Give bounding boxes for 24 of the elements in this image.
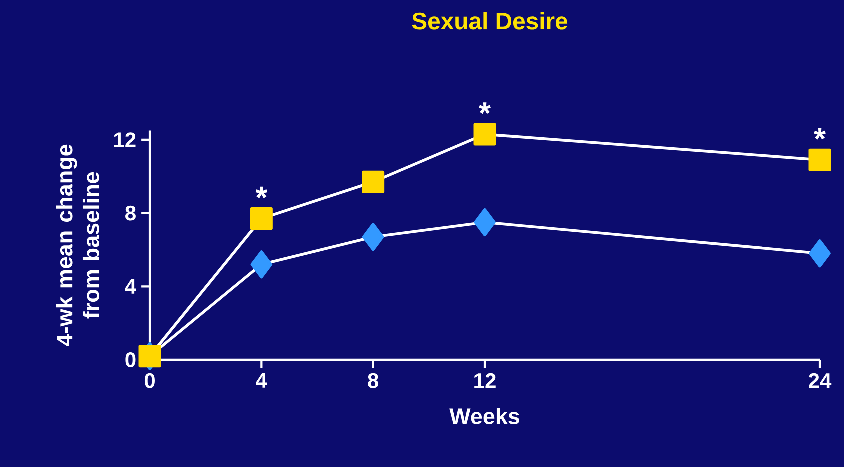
x-tick-label: 24 xyxy=(809,373,832,388)
y-tick-label: 0 xyxy=(126,352,136,368)
x-tick-label: 12 xyxy=(474,373,496,388)
point xyxy=(250,250,273,279)
y-tick-label: 4 xyxy=(125,279,136,294)
annotation: * xyxy=(814,128,826,140)
x-tick-label: 4 xyxy=(256,373,268,388)
x-tick-label: 0 xyxy=(144,373,155,388)
point xyxy=(474,123,496,146)
chart-title: Sexual Desire xyxy=(412,12,568,30)
annotation: * xyxy=(256,186,268,198)
y-tick-label: 12 xyxy=(114,132,136,148)
x-tick-label: 8 xyxy=(368,373,379,388)
annotation: * xyxy=(479,102,491,114)
y-axis-title: 4-wk mean change from baseline xyxy=(56,144,100,346)
point xyxy=(809,240,831,268)
point xyxy=(362,170,385,194)
point xyxy=(808,148,832,172)
point xyxy=(250,208,273,230)
point xyxy=(474,208,496,237)
point xyxy=(138,345,162,368)
x-axis-title: Weeks xyxy=(450,408,520,424)
point xyxy=(362,223,384,252)
y-tick-label: 8 xyxy=(126,206,136,221)
